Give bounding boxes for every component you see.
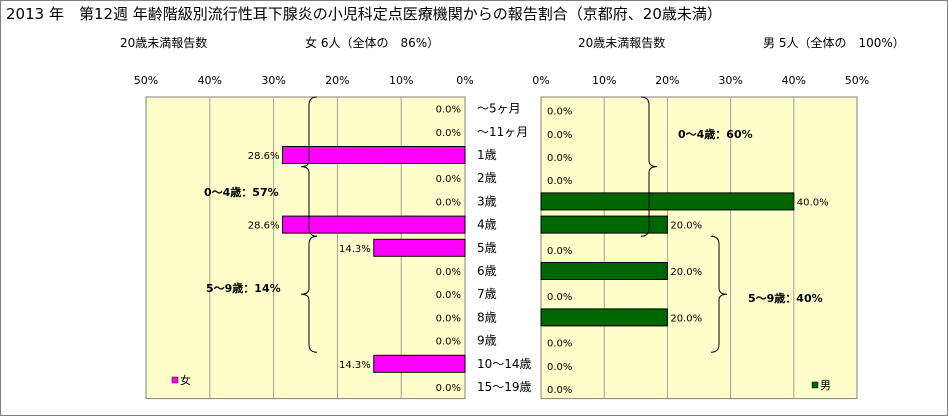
male-data-label: 20.0% (670, 267, 702, 278)
right-x-tick-label: 10% (592, 74, 616, 87)
left-x-tick-label: 50% (134, 74, 158, 87)
female-data-label: 0.0% (436, 128, 461, 139)
female-data-label: 0.0% (436, 197, 461, 208)
category-label: 9歳 (477, 334, 497, 348)
left-x-tick-label: 10% (389, 74, 413, 87)
male-data-label: 0.0% (547, 153, 572, 164)
right-plot-area (540, 96, 858, 400)
male-data-label: 0.0% (547, 292, 572, 303)
left-x-tick-label: 30% (261, 74, 285, 87)
female-bar (373, 354, 466, 373)
female-bar (282, 146, 466, 164)
male-data-label: 40.0% (797, 197, 829, 208)
female-data-label: 0.0% (436, 267, 461, 278)
left-annotation-5-9: 5～9歳：14% (206, 281, 281, 295)
female-data-label: 0.0% (436, 174, 461, 185)
right-brace-5-9 (710, 235, 728, 353)
left-count-value: 女 6人（全体の 86%） (305, 36, 440, 50)
right-annotation-0-4: 0～4歳：60% (678, 127, 753, 141)
category-label: 10～14歳 (477, 357, 532, 371)
chart-title: 2013 年 第12週 年齢階級別流行性耳下腺炎の小児科定点医療機関からの報告割… (6, 5, 722, 23)
left-x-tick-label: 20% (325, 74, 349, 87)
right-annotation-5-9: 5～9歳：40% (748, 291, 823, 305)
left-brace-0-4 (300, 96, 318, 237)
right-x-tick-label: 30% (718, 74, 742, 87)
female-data-label: 14.3% (339, 360, 371, 371)
male-data-label: 0.0% (547, 246, 572, 257)
category-label: ～5ヶ月 (477, 102, 521, 116)
male-bar (540, 262, 668, 280)
category-label: 4歳 (477, 218, 497, 232)
female-legend-swatch (171, 376, 179, 384)
female-bar (282, 215, 466, 234)
female-data-label: 0.0% (436, 337, 461, 348)
category-label: 2歳 (477, 171, 497, 185)
category-label: 15～19歳 (477, 380, 532, 394)
female-data-label: 0.0% (436, 290, 461, 301)
right-count-label: 20歳未満報告数 (578, 36, 666, 50)
category-label: 5歳 (477, 241, 497, 255)
category-label: 7歳 (477, 287, 497, 301)
female-data-label: 28.6% (248, 221, 280, 232)
male-data-label: 20.0% (670, 313, 702, 324)
female-data-label: 0.0% (436, 105, 461, 116)
female-bar (373, 238, 466, 257)
left-brace-5-9 (300, 235, 318, 353)
male-data-label: 0.0% (547, 385, 572, 396)
left-count-label: 20歳未満報告数 (120, 36, 208, 50)
male-data-label: 0.0% (547, 339, 572, 350)
male-data-label: 20.0% (670, 221, 702, 232)
male-data-label: 0.0% (547, 176, 572, 187)
female-data-label: 0.0% (436, 313, 461, 324)
male-bar (540, 308, 668, 327)
male-data-label: 0.0% (547, 130, 572, 141)
female-data-label: 14.3% (339, 244, 371, 255)
category-label: 8歳 (477, 310, 497, 324)
male-data-label: 0.0% (547, 362, 572, 373)
female-data-label: 28.6% (248, 151, 280, 162)
category-label: ～11ヶ月 (477, 125, 528, 139)
category-label: 6歳 (477, 264, 497, 278)
left-x-tick-label: 40% (198, 74, 222, 87)
male-data-label: 0.0% (547, 107, 572, 118)
left-x-tick-label: 0% (456, 74, 473, 87)
right-x-tick-label: 0% (532, 74, 549, 87)
female-data-label: 0.0% (436, 383, 461, 394)
female-legend-label: 女 (180, 373, 191, 387)
right-count-value: 男 5人（全体の 100%） (763, 36, 905, 50)
male-bar (540, 192, 795, 211)
right-x-tick-label: 40% (782, 74, 806, 87)
right-brace-0-4 (640, 96, 658, 237)
male-bar (540, 215, 668, 234)
male-legend-label: 男 (820, 379, 831, 392)
category-label: 1歳 (477, 148, 497, 162)
right-x-tick-label: 20% (655, 74, 679, 87)
right-x-tick-label: 50% (845, 74, 869, 87)
left-annotation-0-4: 0～4歳：57% (204, 185, 279, 199)
male-legend-swatch (811, 381, 819, 389)
category-label: 3歳 (477, 194, 497, 208)
